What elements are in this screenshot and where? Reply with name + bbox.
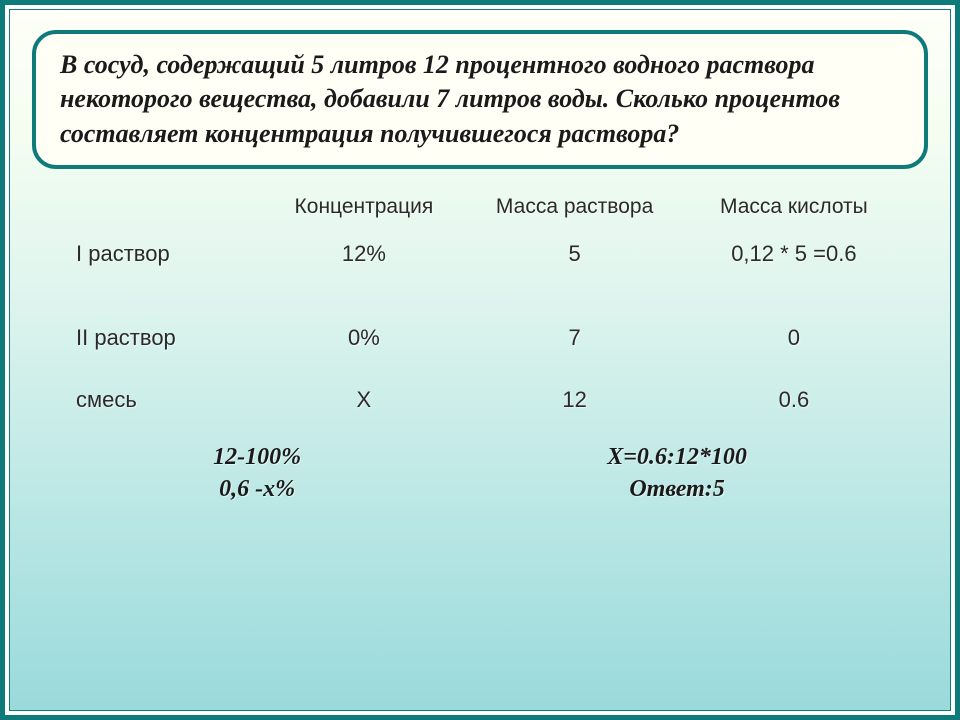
solution-table: Концентрация Масса раствора Масса кислот… (50, 187, 910, 421)
row3-conc: X (256, 379, 471, 421)
col-mass-solution: Масса раствора (471, 187, 677, 233)
prop-line2: 0,6 -x% (219, 476, 295, 502)
table-row: смесь X 12 0.6 (50, 379, 910, 421)
answer-line2: Ответ:5 (629, 476, 724, 502)
col-mass-acid: Масса кислоты (678, 187, 910, 233)
row2-mass: 7 (471, 317, 677, 359)
row1-conc: 12% (256, 233, 471, 275)
col-concentration: Концентрация (256, 187, 471, 233)
row3-acid: 0.6 (678, 379, 910, 421)
row1-mass: 5 (471, 233, 677, 275)
problem-box: В сосуд, содержащий 5 литров 12 процентн… (32, 30, 928, 169)
table-row: I раствор 12% 5 0,12 * 5 =0.6 (50, 233, 910, 275)
table-row: II раствор 0% 7 0 (50, 317, 910, 359)
answer-line1: X=0.6:12*100 (607, 444, 747, 470)
spacer-row (50, 359, 910, 379)
problem-text: В сосуд, содержащий 5 литров 12 процентн… (60, 48, 900, 151)
table-zone: Концентрация Масса раствора Масса кислот… (10, 187, 950, 421)
row1-acid: 0,12 * 5 =0.6 (678, 233, 910, 275)
proportion-block: 12-100% 0,6 -x% (213, 441, 301, 506)
outer-frame: В сосуд, содержащий 5 литров 12 процентн… (0, 0, 960, 720)
prop-line1: 12-100% (213, 444, 301, 470)
row2-label: II раствор (50, 317, 256, 359)
slide-canvas: В сосуд, содержащий 5 литров 12 процентн… (9, 9, 951, 711)
row3-label: смесь (50, 379, 256, 421)
spacer-row (50, 275, 910, 317)
table-header-row: Концентрация Масса раствора Масса кислот… (50, 187, 910, 233)
row3-mass: 12 (471, 379, 677, 421)
row1-label: I раствор (50, 233, 256, 275)
calc-zone: 12-100% 0,6 -x% X=0.6:12*100 Ответ:5 (10, 441, 950, 506)
answer-block: X=0.6:12*100 Ответ:5 (607, 441, 747, 506)
col-blank (50, 187, 256, 233)
row2-conc: 0% (256, 317, 471, 359)
row2-acid: 0 (678, 317, 910, 359)
